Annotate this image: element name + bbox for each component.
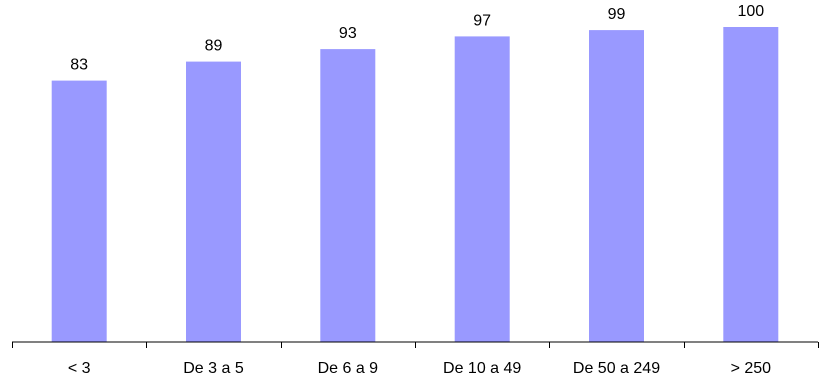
- x-axis-tick-label: < 3: [68, 360, 91, 377]
- x-axis-tick-label: De 3 a 5: [183, 360, 244, 377]
- bar: [723, 27, 779, 342]
- x-axis-ticks: [12, 342, 819, 348]
- bar-value-label: 83: [70, 57, 88, 74]
- bar: [454, 36, 510, 343]
- x-axis-tick-label: De 50 a 249: [573, 360, 660, 377]
- bar: [186, 61, 241, 342]
- bar-value-label: 100: [737, 3, 764, 20]
- x-axis-tick-labels: < 3 De 3 a 5 De 6 a 9 De 10 a 49 De 50 a 249…: [68, 360, 771, 377]
- x-axis-tick-label: De 10 a 49: [443, 360, 521, 377]
- x-axis-tick-label: De 6 a 9: [318, 360, 379, 377]
- bar-value-label: 93: [339, 25, 357, 42]
- bar: [51, 80, 107, 342]
- bar-value-label: 89: [205, 38, 223, 55]
- x-axis-tick-label: > 250: [731, 360, 772, 377]
- bar-value-label: 99: [608, 6, 626, 23]
- bar-value-label: 97: [473, 12, 491, 29]
- bar: [320, 49, 376, 342]
- bar: [589, 30, 644, 342]
- bars-group: [51, 27, 779, 343]
- value-labels-group: 83 89 93 97 99 100: [70, 3, 764, 74]
